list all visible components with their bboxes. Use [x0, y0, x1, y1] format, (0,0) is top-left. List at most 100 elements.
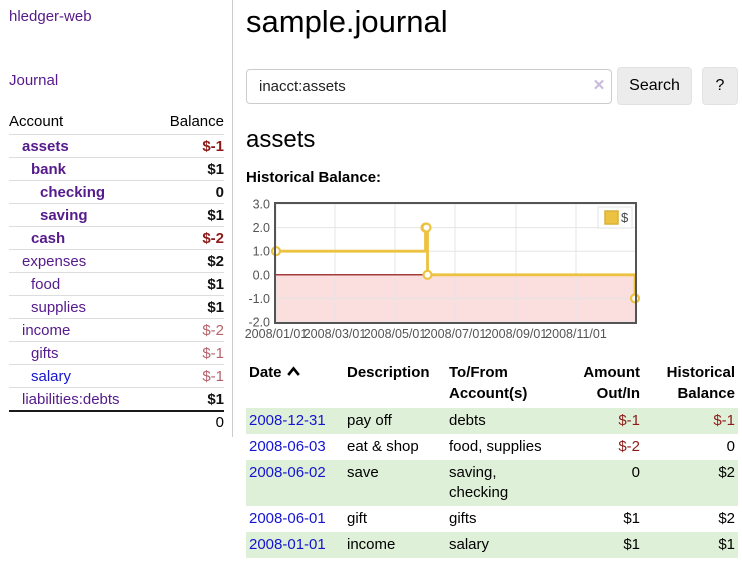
transaction-date-link[interactable]: 2008-01-01: [249, 536, 326, 553]
account-balance: $1: [207, 390, 224, 408]
account-link[interactable]: assets: [22, 137, 69, 155]
account-row-income: income $-2: [9, 318, 224, 341]
accounts-header-balance: Balance: [169, 113, 224, 130]
account-balance: $2: [207, 252, 224, 270]
transaction-date-cell: 2008-12-31: [246, 408, 344, 434]
account-link[interactable]: bank: [31, 160, 67, 178]
transaction-date-link[interactable]: 2008-06-01: [249, 510, 326, 527]
account-row-gifts: gifts $-1: [9, 341, 224, 364]
svg-text:2.0: 2.0: [253, 221, 270, 235]
svg-text:2008/07/01: 2008/07/01: [424, 327, 487, 341]
account-link[interactable]: salary: [31, 367, 72, 385]
column-header-amount: Amount Out/In: [583, 364, 640, 402]
transaction-date-link[interactable]: 2008-06-03: [249, 438, 326, 455]
transaction-description: eat & shop: [347, 438, 419, 455]
svg-text:2008/09/01: 2008/09/01: [485, 327, 548, 341]
transaction-description: save: [347, 464, 379, 481]
svg-text:1.0: 1.0: [253, 245, 270, 259]
accounts-table-header: Account Balance: [9, 109, 224, 134]
transaction-accounts: salary: [449, 536, 490, 553]
transaction-description: income: [347, 536, 396, 553]
svg-text:2008/11/01: 2008/11/01: [545, 327, 607, 341]
transaction-row: 2008-12-31 pay off debts $-1 $-1: [246, 408, 738, 434]
transaction-accounts: saving, checking: [449, 464, 509, 501]
account-heading: assets: [246, 126, 316, 153]
column-header-accounts: To/From Account(s): [449, 364, 528, 402]
account-row-bank: bank $1: [9, 157, 224, 180]
chart-title: Historical Balance:: [246, 169, 382, 186]
account-row-saving: saving $1: [9, 203, 224, 226]
transaction-description: pay off: [347, 412, 392, 429]
transaction-row: 2008-01-01 income salary $1 $1: [246, 532, 738, 558]
account-link[interactable]: food: [31, 275, 61, 293]
accounts-table: Account Balance assets $-1 bank $1 check…: [9, 109, 224, 433]
svg-text:-2.0: -2.0: [248, 316, 270, 330]
account-link[interactable]: expenses: [22, 252, 87, 270]
transaction-date-link[interactable]: 2008-06-02: [249, 464, 326, 481]
account-row-food: food $1: [9, 272, 224, 295]
transaction-amount: $-1: [618, 412, 640, 429]
account-link[interactable]: income: [22, 321, 71, 339]
account-row-expenses: expenses $2: [9, 249, 224, 272]
account-balance: $1: [207, 298, 224, 316]
transaction-row: 2008-06-01 gift gifts $1 $2: [246, 506, 738, 532]
svg-text:0.0: 0.0: [253, 268, 270, 282]
svg-text:$: $: [621, 210, 629, 225]
transaction-date-link[interactable]: 2008-12-31: [249, 412, 326, 429]
account-row-checking: checking 0: [9, 180, 224, 203]
clear-search-icon[interactable]: ✕: [592, 77, 606, 94]
account-row-liabilities-debts: liabilities:debts $1: [9, 387, 224, 410]
sidebar: hledger-web Journal Account Balance asse…: [0, 0, 233, 437]
help-button[interactable]: ?: [702, 67, 738, 105]
account-link[interactable]: liabilities:debts: [22, 390, 120, 408]
account-balance: $-2: [202, 321, 224, 339]
column-header-historical: Historical Balance: [666, 364, 735, 402]
column-header-date-label: Date: [249, 364, 282, 381]
account-balance: $-1: [202, 367, 224, 385]
account-row-supplies: supplies $1: [9, 295, 224, 318]
transactions-header-row: Date Description To/From Account(s) Amou…: [246, 360, 738, 408]
accounts-header-account: Account: [9, 113, 64, 130]
transaction-amount: 0: [631, 464, 640, 481]
transaction-historical: $-1: [713, 412, 735, 429]
account-link[interactable]: cash: [31, 229, 66, 247]
transaction-amount: $1: [623, 536, 640, 553]
page-title: sample.journal: [246, 4, 448, 39]
transaction-date-cell: 2008-06-03: [246, 434, 344, 460]
transaction-accounts: debts: [449, 412, 486, 429]
account-balance: $1: [207, 206, 224, 224]
sort-ascending-icon: [286, 362, 301, 383]
svg-text:2008/03/01: 2008/03/01: [304, 327, 367, 341]
search-input[interactable]: [246, 69, 612, 104]
account-balance: $-1: [202, 344, 224, 362]
transaction-accounts: gifts: [449, 510, 477, 527]
account-balance: $-1: [202, 137, 224, 155]
column-header-date[interactable]: Date: [246, 360, 344, 408]
account-link[interactable]: supplies: [31, 298, 87, 316]
transaction-date-cell: 2008-06-01: [246, 506, 344, 532]
svg-text:-1.0: -1.0: [248, 292, 270, 306]
app-brand-link[interactable]: hledger-web: [9, 8, 92, 25]
transaction-row: 2008-06-03 eat & shop food, supplies $-2…: [246, 434, 738, 460]
transaction-historical: $2: [718, 464, 735, 481]
account-balance: 0: [215, 183, 224, 201]
transaction-amount: $-2: [618, 438, 640, 455]
sidebar-item-journal[interactable]: Journal: [9, 72, 59, 89]
svg-text:2008/01/01: 2008/01/01: [245, 327, 307, 341]
account-balance: $1: [207, 275, 224, 293]
transaction-historical: 0: [726, 438, 735, 455]
column-header-description: Description: [347, 364, 430, 381]
search-button[interactable]: Search: [617, 67, 692, 105]
accounts-total-value: 0: [215, 414, 224, 431]
transaction-date-cell: 2008-01-01: [246, 532, 344, 558]
account-link[interactable]: saving: [40, 206, 88, 224]
historical-balance-chart: $3.0 2.0 1.0 0.0 -1.0 -2.02008/01/012008/03/0…: [245, 198, 641, 341]
transaction-date-cell: 2008-06-02: [246, 460, 344, 506]
transaction-accounts: food, supplies: [449, 438, 542, 455]
transaction-row: 2008-06-02 save saving, checking 0 $2: [246, 460, 738, 506]
transaction-historical: $2: [718, 510, 735, 527]
svg-text:2008/05/01: 2008/05/01: [364, 327, 427, 341]
account-link[interactable]: gifts: [31, 344, 59, 362]
account-link[interactable]: checking: [40, 183, 106, 201]
account-balance: $-2: [202, 229, 224, 247]
